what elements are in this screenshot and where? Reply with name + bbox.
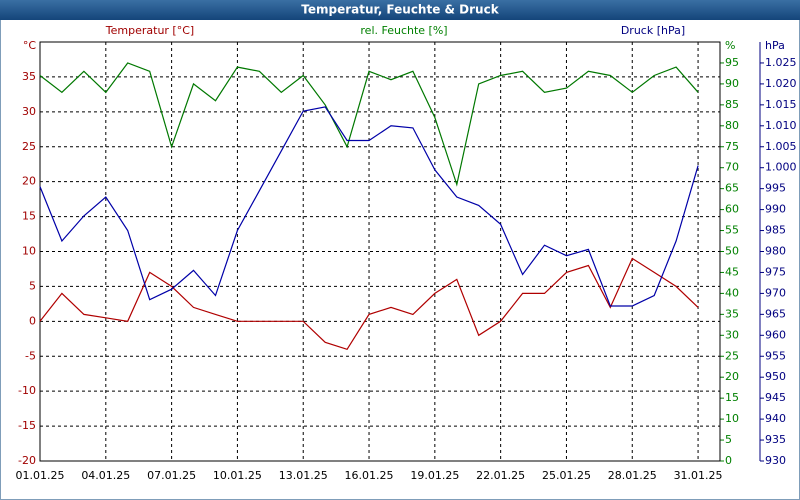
y2-tick-label: 80 [725,119,739,132]
y2-tick-label: 60 [725,203,739,216]
y-tick-label: 0 [29,314,36,327]
y-tick-label: 20 [22,175,36,188]
y3-tick-label: 1.025 [765,56,797,69]
y3-tick-label: 940 [765,412,786,425]
y-tick-label: -5 [25,349,36,362]
series-line [39,106,699,307]
y3-tick-label: 1.000 [765,161,797,174]
y2-tick-label: 35 [725,307,739,320]
y-tick-label: 10 [22,245,36,258]
y2-tick-label: 30 [725,328,739,341]
y2-tick-label: 50 [725,245,739,258]
y2-tick-label: 75 [725,140,739,153]
y2-tick-label: 5 [725,433,732,446]
y3-tick-label: 995 [765,182,786,195]
x-tick-label: 31.01.25 [674,469,723,482]
y3-axis-label: Druck [hPa] [621,24,685,37]
y2-tick-label: 95 [725,56,739,69]
y3-tick-label: 1.005 [765,140,797,153]
y2-tick-label: 70 [725,161,739,174]
y3-tick-label: 980 [765,245,786,258]
x-tick-label: 13.01.25 [279,469,328,482]
x-tick-label: 22.01.25 [476,469,525,482]
x-tick-label: 25.01.25 [542,469,591,482]
y2-tick-label: 25 [725,349,739,362]
y3-tick-label: 945 [765,391,786,404]
y3-tick-label: 1.020 [765,77,797,90]
y2-tick-label: 20 [725,370,739,383]
y3-tick-label: 1.015 [765,98,797,111]
y2-axis-label: rel. Feuchte [%] [360,24,447,37]
x-tick-label: 19.01.25 [410,469,459,482]
y3-tick-label: 970 [765,286,786,299]
chart-title: Temperatur, Feuchte & Druck [301,3,499,17]
y3-tick-label: 975 [765,265,786,278]
x-tick-label: 04.01.25 [81,469,130,482]
y2-tick-label: 85 [725,98,739,111]
y3-tick-label: 985 [765,224,786,237]
y3-unit: hPa [765,39,785,52]
y2-tick-label: 90 [725,77,739,90]
y2-tick-label: 15 [725,391,739,404]
y3-tick-label: 960 [765,328,786,341]
y3-tick-label: 950 [765,370,786,383]
y2-tick-label: 0 [725,454,732,467]
y3-tick-label: 990 [765,203,786,216]
series-line [39,257,699,351]
y2-tick-label: 65 [725,182,739,195]
series-line [39,62,699,187]
y-tick-label: -15 [18,419,36,432]
y3-tick-label: 935 [765,433,786,446]
y-tick-label: -20 [18,454,36,467]
x-tick-label: 10.01.25 [213,469,262,482]
x-tick-label: 16.01.25 [345,469,394,482]
y-axis-label: Temperatur [°C] [105,24,194,37]
y-tick-label: 30 [22,105,36,118]
x-tick-label: 07.01.25 [147,469,196,482]
y-tick-label: 35 [22,70,36,83]
y3-tick-label: 955 [765,349,786,362]
x-tick-label: 28.01.25 [608,469,657,482]
y2-tick-label: 10 [725,412,739,425]
y2-tick-label: 45 [725,265,739,278]
y-tick-label: 25 [22,140,36,153]
y-tick-label: -10 [18,384,36,397]
y3-tick-label: 965 [765,307,786,320]
plot-border [39,41,721,462]
title-bar [0,0,800,20]
y2-tick-label: 55 [725,224,739,237]
y2-unit: % [725,39,735,52]
x-tick-label: 01.01.25 [16,469,65,482]
y-unit: °C [23,39,37,52]
y-tick-label: 5 [29,279,36,292]
y3-tick-label: 930 [765,454,786,467]
y2-tick-label: 40 [725,286,739,299]
y3-tick-label: 1.010 [765,119,797,132]
y-tick-label: 15 [22,210,36,223]
